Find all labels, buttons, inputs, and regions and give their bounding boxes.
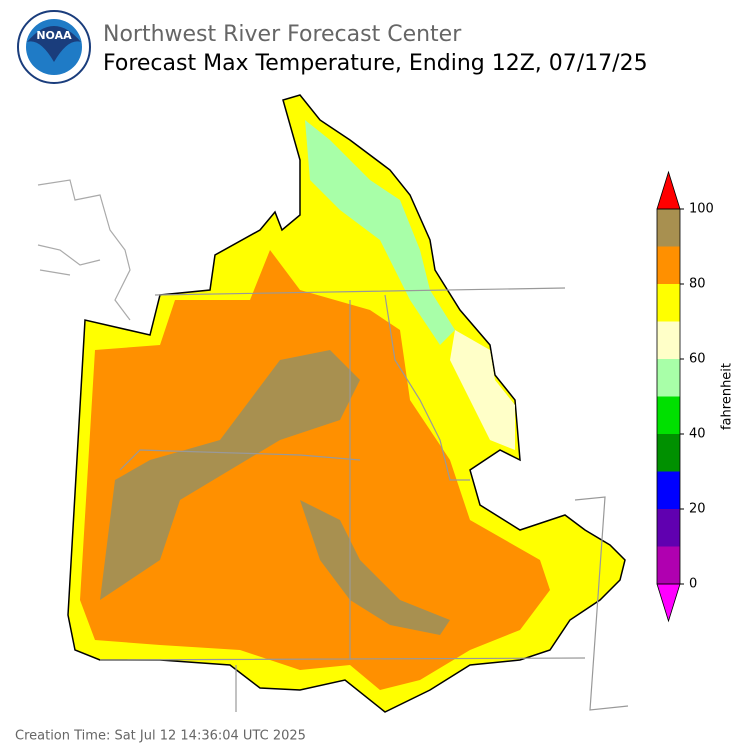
tick-label: 60 [689, 352, 706, 367]
color-bin [657, 209, 680, 247]
color-bin [657, 396, 680, 434]
creation-time: Creation Time: Sat Jul 12 14:36:04 UTC 2… [15, 729, 306, 744]
subtitle: Forecast Max Temperature, Ending 12Z, 07… [103, 51, 648, 76]
color-bin [657, 284, 680, 322]
logo-text: NOAA [36, 29, 72, 42]
tick-label: 40 [689, 427, 706, 442]
color-bin [657, 471, 680, 509]
coastline [37, 179, 131, 321]
color-bin [657, 434, 680, 472]
under-triangle [656, 583, 681, 623]
color-bin [657, 321, 680, 359]
color-bin [657, 546, 680, 584]
colorbar-label: fahrenheit [720, 363, 735, 430]
tick-label: 0 [689, 577, 697, 592]
color-bin [657, 359, 680, 397]
tick-label: 80 [689, 277, 706, 292]
title: Northwest River Forecast Center [103, 22, 462, 47]
mild-area [450, 330, 515, 450]
tick-label: 100 [689, 202, 714, 217]
colorbar-frame [656, 208, 681, 585]
hot-area [80, 250, 550, 690]
very-hot-area [100, 350, 450, 635]
over-triangle [656, 170, 681, 210]
color-bin [657, 246, 680, 284]
colorbar: 0 20 40 60 80 100 fahrenheit [656, 170, 735, 623]
tick-label: 20 [689, 502, 706, 517]
cool-area [305, 120, 455, 345]
state-borders [99, 287, 629, 712]
color-bin [657, 509, 680, 547]
map [37, 94, 629, 713]
noaa-logo: NOAA [17, 10, 91, 84]
